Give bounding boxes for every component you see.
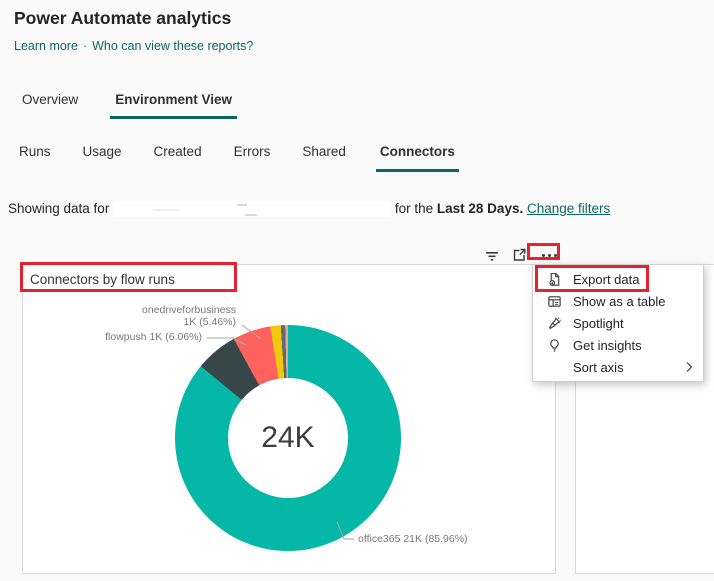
- subtab-shared[interactable]: Shared: [302, 144, 346, 159]
- menu-item-label: Show as a table: [573, 293, 666, 309]
- menu-item-spotlight[interactable]: Spotlight: [533, 312, 703, 334]
- menu-item-get-insights[interactable]: Get insights: [533, 334, 703, 356]
- filter-period-suffix: .: [519, 201, 524, 216]
- menu-item-label: Get insights: [573, 337, 642, 353]
- menu-item-export-data[interactable]: Export data: [533, 268, 703, 290]
- focus-mode-icon[interactable]: [510, 246, 528, 264]
- filter-period: Last 28 Days: [436, 201, 520, 216]
- page-title: Power Automate analytics: [14, 8, 232, 28]
- subtab-created[interactable]: Created: [153, 144, 202, 159]
- link-separator: ·: [82, 39, 88, 53]
- callout-flowpush: flowpush 1K (6.06%): [105, 331, 202, 343]
- filter-middle: for the: [394, 201, 434, 216]
- subtab-errors[interactable]: Errors: [233, 144, 271, 159]
- main-tabs: Overview Environment View: [20, 92, 238, 119]
- connectors-chart-card: Connectors by flow runs 24K onedriveforb…: [22, 264, 556, 574]
- callout-line: 1K (5.46%): [183, 316, 236, 328]
- subtab-runs[interactable]: Runs: [19, 144, 51, 159]
- donut-center: 24K: [228, 378, 348, 498]
- visual-toolbar: [483, 246, 562, 264]
- sub-tabs: Runs Usage Created Errors Shared Connect…: [17, 144, 459, 172]
- table-icon: [546, 293, 562, 309]
- header-links: Learn more · Who can view these reports?: [14, 39, 253, 53]
- export-data-icon: [546, 271, 562, 287]
- redacted-environment-name: [113, 201, 392, 218]
- chart-title: Connectors by flow runs: [30, 272, 175, 287]
- menu-item-show-as-table[interactable]: Show as a table: [533, 290, 703, 312]
- menu-item-sort-axis[interactable]: Sort axis: [533, 356, 703, 378]
- callout-line: onedriveforbusiness: [142, 304, 236, 316]
- callout-onedriveforbusiness: onedriveforbusiness 1K (5.46%): [142, 304, 236, 328]
- callout-line: office365 21K (85.96%): [358, 533, 468, 545]
- tab-environment-view[interactable]: Environment View: [110, 92, 238, 119]
- who-can-view-link[interactable]: Who can view these reports?: [92, 39, 254, 53]
- callout-office365: office365 21K (85.96%): [358, 533, 468, 545]
- change-filters-link[interactable]: Change filters: [527, 201, 611, 216]
- subtab-usage[interactable]: Usage: [82, 144, 122, 159]
- learn-more-link[interactable]: Learn more: [14, 39, 78, 53]
- filter-summary-line: Showing data for for the Last 28 Days. C…: [8, 201, 611, 218]
- subtab-connectors[interactable]: Connectors: [375, 144, 459, 172]
- tab-overview[interactable]: Overview: [22, 92, 79, 107]
- more-options-icon[interactable]: [537, 248, 562, 263]
- chevron-right-icon: [683, 361, 695, 373]
- menu-item-label: Sort axis: [573, 359, 624, 375]
- spotlight-icon: [546, 315, 562, 331]
- menu-item-label: Spotlight: [573, 315, 624, 331]
- menu-item-label: Export data: [573, 271, 640, 287]
- visual-options-menu: Export data Show as a table Spotlight: [532, 264, 704, 382]
- filter-prefix: Showing data for: [8, 201, 110, 216]
- callout-line: flowpush 1K (6.06%): [105, 331, 202, 343]
- lightbulb-icon: [546, 337, 562, 353]
- filter-icon[interactable]: [483, 246, 501, 264]
- empty-icon-slot: [546, 359, 562, 375]
- donut-total-value: 24K: [261, 421, 315, 454]
